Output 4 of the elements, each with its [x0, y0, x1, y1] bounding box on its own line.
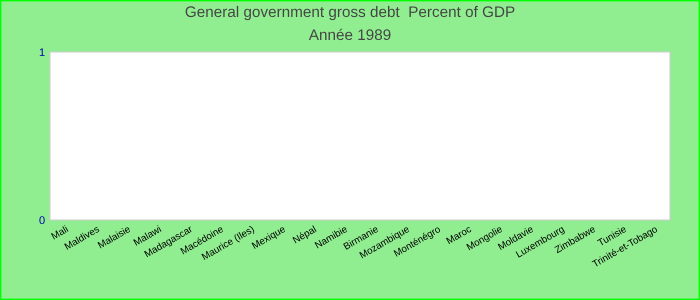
chart-title: General government gross debt Percent of GDP — [186, 6, 514, 20]
chart-subtitle: Année 1989 — [308, 28, 390, 40]
y-tick-label: 0 — [39, 216, 45, 224]
y-tick-label: 1 — [40, 48, 45, 56]
